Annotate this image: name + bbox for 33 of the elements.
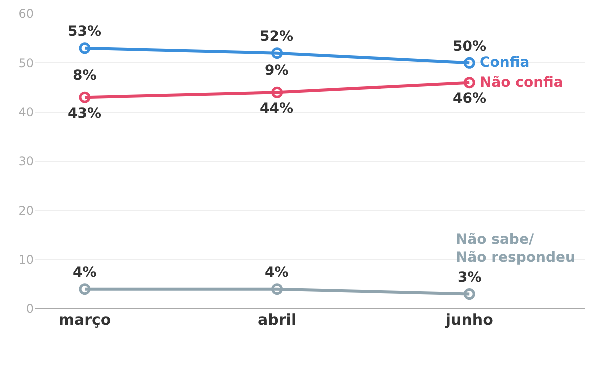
x-tick-label: junho [444, 311, 494, 329]
point [464, 57, 476, 69]
point [79, 92, 91, 104]
y-tick-label: 20 [18, 204, 34, 218]
y-tick-label: 40 [18, 106, 34, 120]
series-label: Não sabe/ Não respondeu [456, 232, 576, 266]
x-tick-label: abril [258, 311, 297, 329]
point [79, 42, 91, 54]
y-tick-label: 50 [18, 56, 34, 70]
annotation: 9% [265, 63, 289, 79]
series-label: Confia [480, 55, 530, 71]
data-label: 4% [73, 265, 97, 281]
data-label: 46% [453, 91, 487, 107]
data-label: 43% [68, 106, 102, 122]
y-tick-label: 10 [18, 253, 34, 268]
point [79, 284, 91, 296]
data-label: 3% [458, 270, 482, 286]
annotation: 8% [73, 68, 97, 84]
point [272, 86, 284, 98]
data-label: 4% [265, 265, 289, 281]
point [272, 284, 284, 296]
data-label: 52% [260, 29, 294, 45]
y-tick-label: 30 [18, 154, 34, 169]
point [464, 77, 476, 89]
data-label: 44% [260, 101, 294, 117]
data-label: 53% [68, 24, 102, 40]
y-tick-label: 0 [26, 302, 34, 316]
x-tick-label: março [58, 311, 112, 329]
data-label: 50% [453, 39, 487, 55]
point [272, 48, 284, 60]
point [464, 288, 476, 300]
series-label: Não confia [480, 75, 564, 91]
y-tick-label: 60 [18, 7, 34, 22]
